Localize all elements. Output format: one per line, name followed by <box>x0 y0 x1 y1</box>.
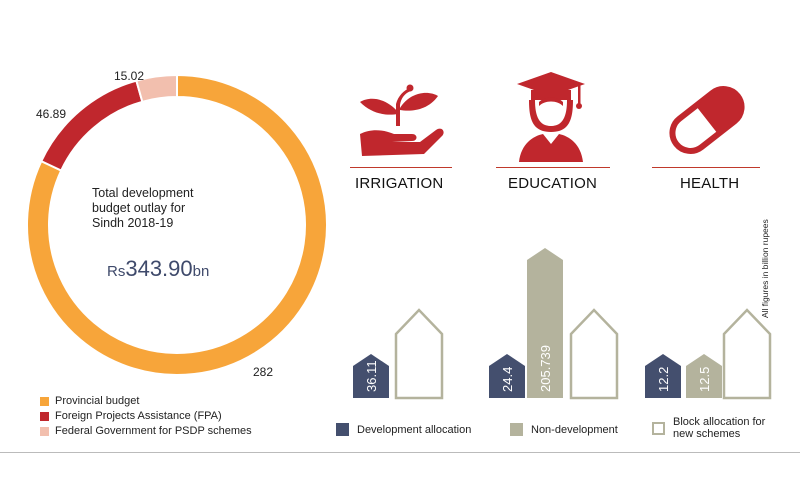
legend-swatch-fpa <box>40 411 49 421</box>
legend-label-development: Development allocation <box>357 423 472 436</box>
bar-block-health <box>722 308 772 400</box>
legend-swatch-psdp <box>40 426 49 436</box>
bottom-divider <box>0 452 800 453</box>
legend-development: Development allocation <box>336 423 471 436</box>
bar-development-health <box>645 354 681 398</box>
health-rule <box>652 167 760 168</box>
legend-swatch-provincial <box>40 396 49 406</box>
legend-swatch-block <box>652 421 665 435</box>
bar-label-nondevelopment-health: 12.5 <box>697 367 712 392</box>
total-unit: bn <box>192 263 210 280</box>
bar-label-development-irrigation: 36.11 <box>364 360 379 392</box>
bar-nondevelopment-education <box>527 248 563 398</box>
bar-development-irrigation <box>353 354 389 398</box>
bar-nondevelopment-health <box>686 354 722 398</box>
bar-label-development-health: 12.2 <box>656 367 671 392</box>
graduate-icon <box>517 72 585 162</box>
legend-label-block-2: new schemes <box>673 428 741 440</box>
legend-swatch-development <box>336 423 349 436</box>
bar-block-irrigation <box>394 308 444 400</box>
education-rule <box>496 167 610 168</box>
slice-label-fpa: 46.89 <box>36 107 67 121</box>
legend-label-provincial: Provincial budget <box>55 395 140 407</box>
donut-chart <box>26 73 328 376</box>
total-currency: Rs <box>107 263 126 280</box>
sector-title-education: EDUCATION <box>508 175 598 192</box>
slice-label-provincial: 282 <box>253 365 274 379</box>
plant-hand-icon <box>360 84 444 156</box>
legend-nondevelopment: Non-development <box>510 423 618 436</box>
slice-psdp <box>135 73 178 104</box>
legend-label-nondevelopment: Non-development <box>531 423 618 436</box>
slice-provincial <box>26 73 328 376</box>
center-line-3: Sindh 2018-19 <box>92 216 174 230</box>
legend-block: Block allocation for new schemes <box>652 416 765 440</box>
slice-label-psdp: 15.02 <box>114 69 145 83</box>
irrigation-rule <box>350 167 452 168</box>
bar-block-education <box>569 308 619 400</box>
legend-swatch-nondevelopment <box>510 423 523 436</box>
total-value: 343.90 <box>125 256 193 281</box>
legend-label-fpa: Foreign Projects Assistance (FPA) <box>55 410 222 422</box>
legend-item-fpa: Foreign Projects Assistance (FPA) <box>40 410 222 422</box>
legend-item-provincial: Provincial budget <box>40 395 139 407</box>
center-line-2: budget outlay for <box>92 201 186 215</box>
donut-center-caption: Total development budget outlay for Sind… <box>92 186 242 231</box>
legend-item-psdp: Federal Government for PSDP schemes <box>40 425 252 437</box>
bar-label-nondevelopment-education: 205.739 <box>538 345 553 392</box>
pill-capsule-icon <box>669 86 745 154</box>
sector-title-health: HEALTH <box>680 175 740 192</box>
sector-title-irrigation: IRRIGATION <box>355 175 444 192</box>
bar-development-education <box>489 354 525 398</box>
legend-label-psdp: Federal Government for PSDP schemes <box>55 425 252 437</box>
center-line-1: Total development <box>92 186 194 200</box>
legend-label-block-1: Block allocation for <box>673 416 766 428</box>
bar-label-development-education: 24.4 <box>500 367 515 392</box>
total-outlay: Rs343.90bn <box>107 256 209 282</box>
